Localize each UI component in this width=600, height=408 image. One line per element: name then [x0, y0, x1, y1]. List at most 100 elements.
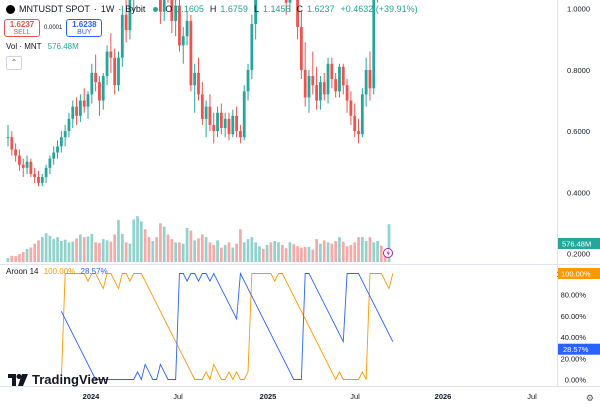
- buy-button[interactable]: 1.6238 BUY: [66, 19, 103, 37]
- candle-body: [254, 0, 258, 25]
- sell-price: 1.6237: [9, 20, 35, 29]
- volume-bar: [376, 241, 379, 262]
- volume-bar: [353, 242, 357, 262]
- volume-bar: [143, 229, 147, 262]
- volume-bar: [296, 246, 299, 262]
- volume-bar: [67, 242, 71, 262]
- candle-body: [59, 137, 63, 147]
- time-tick-label: 2024: [83, 392, 101, 401]
- candle-body: [219, 112, 223, 129]
- volume-bar: [147, 237, 151, 262]
- volume-bar: [59, 241, 63, 262]
- candle-body: [299, 27, 303, 70]
- volume-bar: [223, 244, 227, 262]
- volume-bar: [372, 242, 376, 262]
- volume-bar: [288, 242, 292, 262]
- candle-body: [250, 24, 254, 70]
- candle-body: [162, 0, 166, 12]
- candle-body: [67, 118, 71, 132]
- volume-bar: [307, 246, 311, 263]
- volume-bar: [311, 249, 315, 263]
- volume-bar: [197, 238, 200, 262]
- volume-bar: [101, 239, 105, 262]
- buy-label: BUY: [77, 29, 92, 36]
- candle-body: [71, 106, 75, 119]
- lightning-bolt-icon: [386, 249, 390, 257]
- candle-body: [208, 106, 212, 125]
- volume-bar: [258, 246, 261, 262]
- volume-bar: [10, 255, 14, 262]
- aroon-legend[interactable]: Aroon 14 100.00% 28.57%: [6, 267, 108, 276]
- volume-bar: [86, 236, 90, 262]
- candle-body: [29, 161, 33, 174]
- volume-bar: [254, 242, 257, 262]
- candle-body: [105, 51, 109, 77]
- candle-body: [334, 79, 338, 92]
- price-tick-label: 1.0000: [567, 5, 590, 14]
- candle-body: [315, 85, 319, 101]
- volume-bar: [380, 245, 383, 263]
- price-tick-label: 0.8000: [567, 66, 590, 75]
- volume-bar: [338, 237, 341, 262]
- candle-body: [124, 14, 128, 31]
- volume-bar: [14, 256, 17, 263]
- candle-body: [78, 100, 82, 116]
- symbol-header: MNTUSDT SPOT · 1W · Bybit O 1.1605 H 1.675…: [6, 4, 420, 14]
- volume-legend[interactable]: Vol · MNT 576.48M: [6, 42, 79, 51]
- tradingview-logo[interactable]: TradingView: [8, 372, 108, 387]
- candle-body: [98, 82, 101, 101]
- volume-bar: [71, 241, 75, 262]
- volume-bar: [300, 247, 303, 262]
- close-value: 1.6237: [306, 4, 335, 14]
- volume-bar: [341, 241, 345, 262]
- time-tick-label: 2025: [260, 392, 277, 401]
- symbol-name[interactable]: MNTUSDT SPOT: [19, 4, 90, 14]
- volume-bar: [82, 237, 86, 262]
- candle-body: [10, 137, 14, 150]
- sell-button[interactable]: 1.6237 SELL: [4, 19, 40, 37]
- candle-body: [159, 0, 162, 12]
- open-value: 1.1605: [176, 4, 204, 14]
- collapse-legend-button[interactable]: ⌃: [6, 56, 22, 70]
- candle-body: [288, 0, 292, 3]
- candle-body: [101, 76, 105, 101]
- interval-label[interactable]: 1W: [100, 4, 115, 14]
- volume-bar: [48, 235, 52, 262]
- candle-body: [197, 72, 200, 95]
- aroon-down-badge: [558, 343, 600, 355]
- volume-bar: [18, 254, 21, 262]
- volume-bar: [265, 244, 269, 262]
- volume-bar: [113, 234, 117, 262]
- volume-bar: [246, 239, 250, 262]
- volume-bar: [216, 240, 219, 262]
- candle-body: [185, 20, 189, 37]
- candle-body: [181, 36, 185, 46]
- volume-bar: [105, 240, 109, 262]
- candle-body: [227, 118, 231, 135]
- volume-bar: [330, 243, 334, 262]
- aroon-up-line: [60, 273, 394, 381]
- volume-bar: [261, 248, 265, 262]
- candle-body: [109, 51, 113, 58]
- candle-body: [75, 106, 78, 116]
- candle-body: [235, 115, 238, 132]
- volume-bar: [193, 240, 197, 262]
- volume-bar: [162, 226, 166, 262]
- candle-body: [48, 158, 52, 168]
- candle-body: [40, 177, 44, 184]
- settings-gear-icon[interactable]: ⚙: [585, 393, 594, 403]
- buy-price: 1.6238: [72, 20, 97, 29]
- candle-body: [345, 85, 349, 101]
- volume-bar: [280, 244, 284, 262]
- candle-body: [246, 69, 250, 92]
- volume-bar: [56, 237, 59, 262]
- volume-bar: [178, 242, 181, 262]
- aroon-down-value: 28.57%: [80, 267, 108, 276]
- candle-body: [14, 149, 18, 156]
- volume-bar: [166, 234, 170, 262]
- candle-body: [357, 131, 360, 135]
- candle-body: [86, 94, 90, 107]
- candle-body: [94, 72, 98, 83]
- volume-bar: [269, 242, 273, 262]
